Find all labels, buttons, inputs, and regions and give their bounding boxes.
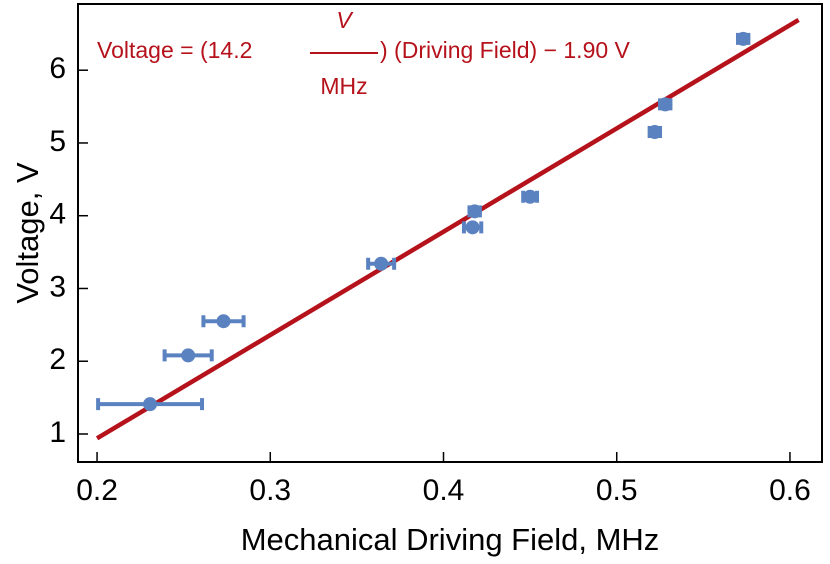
x-tick-label: 0.4 <box>423 474 465 507</box>
point <box>181 348 196 363</box>
point <box>658 97 673 112</box>
x-axis-title: Mechanical Driving Field, MHz <box>241 522 660 557</box>
x-tick-label: 0.6 <box>769 474 811 507</box>
annotation: V <box>336 7 354 33</box>
x-tick-label: 0.5 <box>596 474 638 507</box>
x-tick-label: 0.2 <box>76 474 118 507</box>
point <box>736 31 751 46</box>
annotation: MHz <box>320 73 367 99</box>
annotation: Voltage = (14.2 <box>97 37 252 63</box>
point <box>465 220 480 235</box>
point <box>647 125 662 140</box>
point <box>523 189 538 204</box>
point <box>374 256 389 271</box>
fit-line <box>95 18 800 441</box>
point <box>467 204 482 219</box>
y-tick-label: 3 <box>49 270 66 303</box>
plot-frame <box>77 3 823 463</box>
x-tick-label: 0.3 <box>249 474 291 507</box>
point <box>216 314 231 329</box>
y-axis-title: Voltage, V <box>10 162 45 304</box>
y-tick-label: 6 <box>49 52 66 85</box>
y-tick-label: 1 <box>49 416 66 449</box>
y-tick-label: 4 <box>49 198 66 231</box>
annotation: ) (Driving Field) − 1.90 V <box>380 37 631 63</box>
y-tick-label: 2 <box>49 343 66 376</box>
y-tick-label: 5 <box>49 125 66 158</box>
point <box>143 397 158 412</box>
